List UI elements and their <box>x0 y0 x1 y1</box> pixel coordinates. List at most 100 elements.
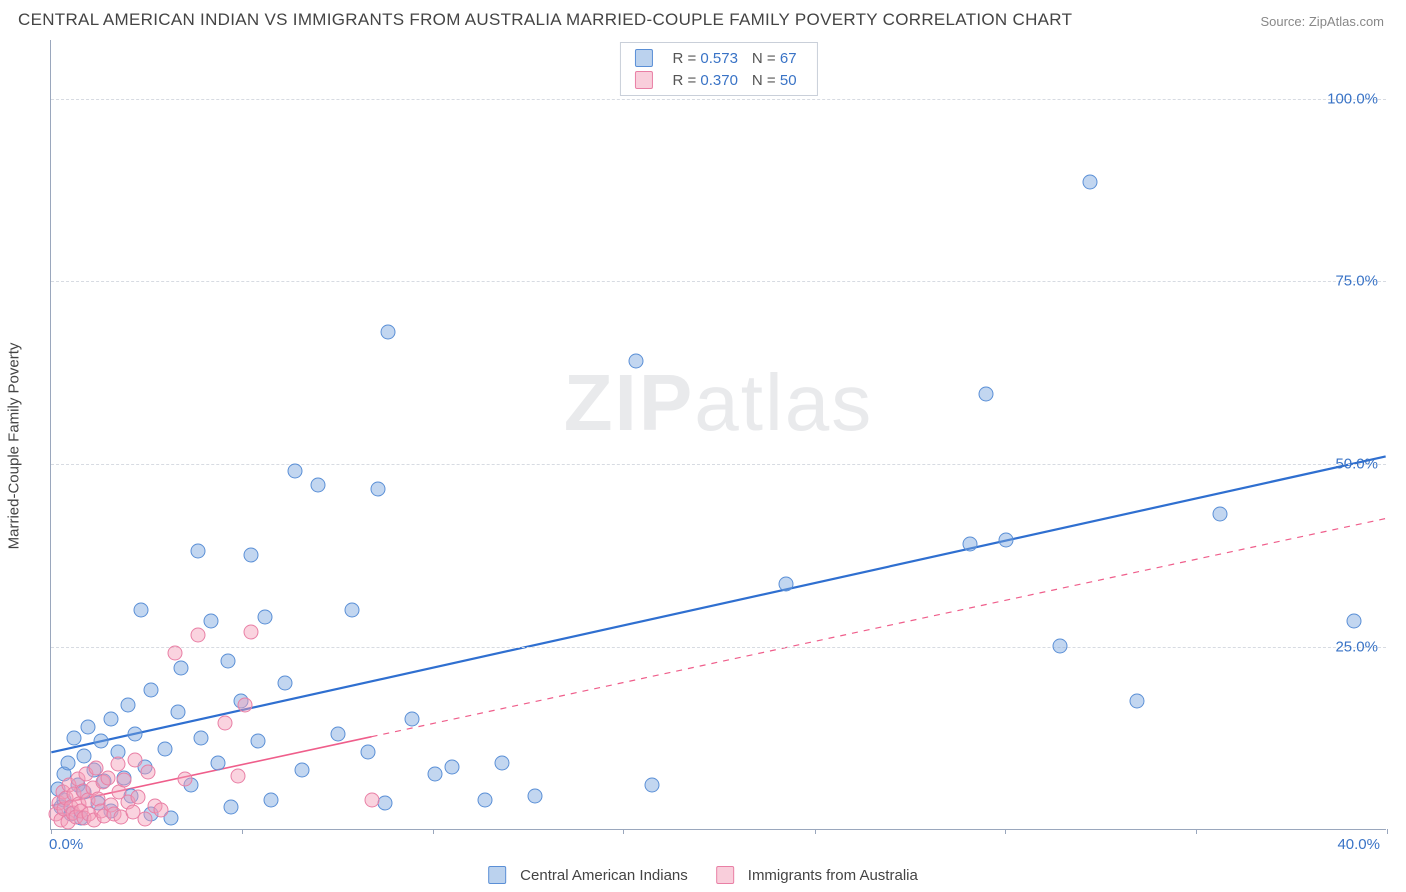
data-point <box>331 726 346 741</box>
gridline <box>51 647 1386 648</box>
data-point <box>1082 174 1097 189</box>
data-point <box>344 602 359 617</box>
legend-series: Central American Indians Immigrants from … <box>488 866 918 884</box>
data-point <box>1213 507 1228 522</box>
data-point <box>221 653 236 668</box>
legend-r-label: R = <box>672 50 696 67</box>
data-point <box>127 752 142 767</box>
data-point <box>144 683 159 698</box>
data-point <box>167 646 182 661</box>
data-point <box>404 712 419 727</box>
data-point <box>1129 694 1144 709</box>
legend-r-value: 0.370 <box>700 72 738 89</box>
x-tick <box>815 829 816 834</box>
legend-swatch <box>634 49 652 67</box>
x-tick <box>623 829 624 834</box>
data-point <box>244 547 259 562</box>
data-point <box>962 536 977 551</box>
data-point <box>999 533 1014 548</box>
data-point <box>217 715 232 730</box>
x-tick <box>242 829 243 834</box>
data-point <box>177 771 192 786</box>
data-point <box>60 756 75 771</box>
data-point <box>67 730 82 745</box>
data-point <box>140 764 155 779</box>
data-point <box>137 811 152 826</box>
chart-title: CENTRAL AMERICAN INDIAN VS IMMIGRANTS FR… <box>18 10 1072 30</box>
data-point <box>645 778 660 793</box>
data-point <box>127 726 142 741</box>
data-point <box>778 576 793 591</box>
data-point <box>287 463 302 478</box>
data-point <box>157 741 172 756</box>
data-point <box>378 796 393 811</box>
data-point <box>154 802 169 817</box>
data-point <box>277 675 292 690</box>
watermark: ZIPatlas <box>564 357 873 449</box>
gridline <box>51 281 1386 282</box>
x-tick <box>1005 829 1006 834</box>
data-point <box>494 756 509 771</box>
data-point <box>979 386 994 401</box>
y-tick-label: 75.0% <box>1335 273 1388 290</box>
legend-swatch <box>488 866 506 884</box>
data-point <box>100 770 115 785</box>
data-point <box>311 478 326 493</box>
data-point <box>120 697 135 712</box>
legend-item: Central American Indians <box>488 866 688 884</box>
legend-n-value: 50 <box>780 72 797 89</box>
x-tick-label: 0.0% <box>49 836 83 853</box>
legend-label: Immigrants from Australia <box>748 867 918 884</box>
data-point <box>251 734 266 749</box>
legend-stats: R = 0.573N = 67R = 0.370N = 50 <box>619 42 817 96</box>
y-tick-label: 25.0% <box>1335 639 1388 656</box>
legend-n-label: N = <box>752 72 776 89</box>
data-point <box>231 769 246 784</box>
data-point <box>371 481 386 496</box>
data-point <box>428 767 443 782</box>
y-axis-title: Married-Couple Family Poverty <box>6 343 23 550</box>
trend-lines <box>51 40 1386 829</box>
data-point <box>170 704 185 719</box>
legend-n-label: N = <box>752 50 776 67</box>
data-point <box>444 759 459 774</box>
data-point <box>94 734 109 749</box>
source-label: Source: ZipAtlas.com <box>1260 14 1384 29</box>
x-tick <box>51 829 52 834</box>
data-point <box>381 324 396 339</box>
data-point <box>80 719 95 734</box>
legend-label: Central American Indians <box>520 867 688 884</box>
data-point <box>104 712 119 727</box>
legend-swatch <box>716 866 734 884</box>
data-point <box>211 756 226 771</box>
data-point <box>174 661 189 676</box>
x-tick <box>433 829 434 834</box>
data-point <box>364 792 379 807</box>
data-point <box>224 800 239 815</box>
x-tick-label: 40.0% <box>1337 836 1380 853</box>
data-point <box>134 602 149 617</box>
data-point <box>361 745 376 760</box>
data-point <box>77 748 92 763</box>
data-point <box>1346 613 1361 628</box>
scatter-plot: ZIPatlas R = 0.573N = 67R = 0.370N = 50 … <box>50 40 1386 830</box>
data-point <box>190 544 205 559</box>
data-point <box>294 763 309 778</box>
legend-n-value: 67 <box>780 50 797 67</box>
data-point <box>117 773 132 788</box>
data-point <box>237 697 252 712</box>
x-tick <box>1387 829 1388 834</box>
legend-swatch <box>634 71 652 89</box>
legend-r-value: 0.573 <box>700 50 738 67</box>
data-point <box>257 609 272 624</box>
legend-item: Immigrants from Australia <box>716 866 918 884</box>
data-point <box>264 792 279 807</box>
gridline <box>51 99 1386 100</box>
data-point <box>528 789 543 804</box>
data-point <box>110 756 125 771</box>
y-tick-label: 50.0% <box>1335 456 1388 473</box>
data-point <box>204 613 219 628</box>
data-point <box>130 789 145 804</box>
data-point <box>194 730 209 745</box>
data-point <box>190 628 205 643</box>
